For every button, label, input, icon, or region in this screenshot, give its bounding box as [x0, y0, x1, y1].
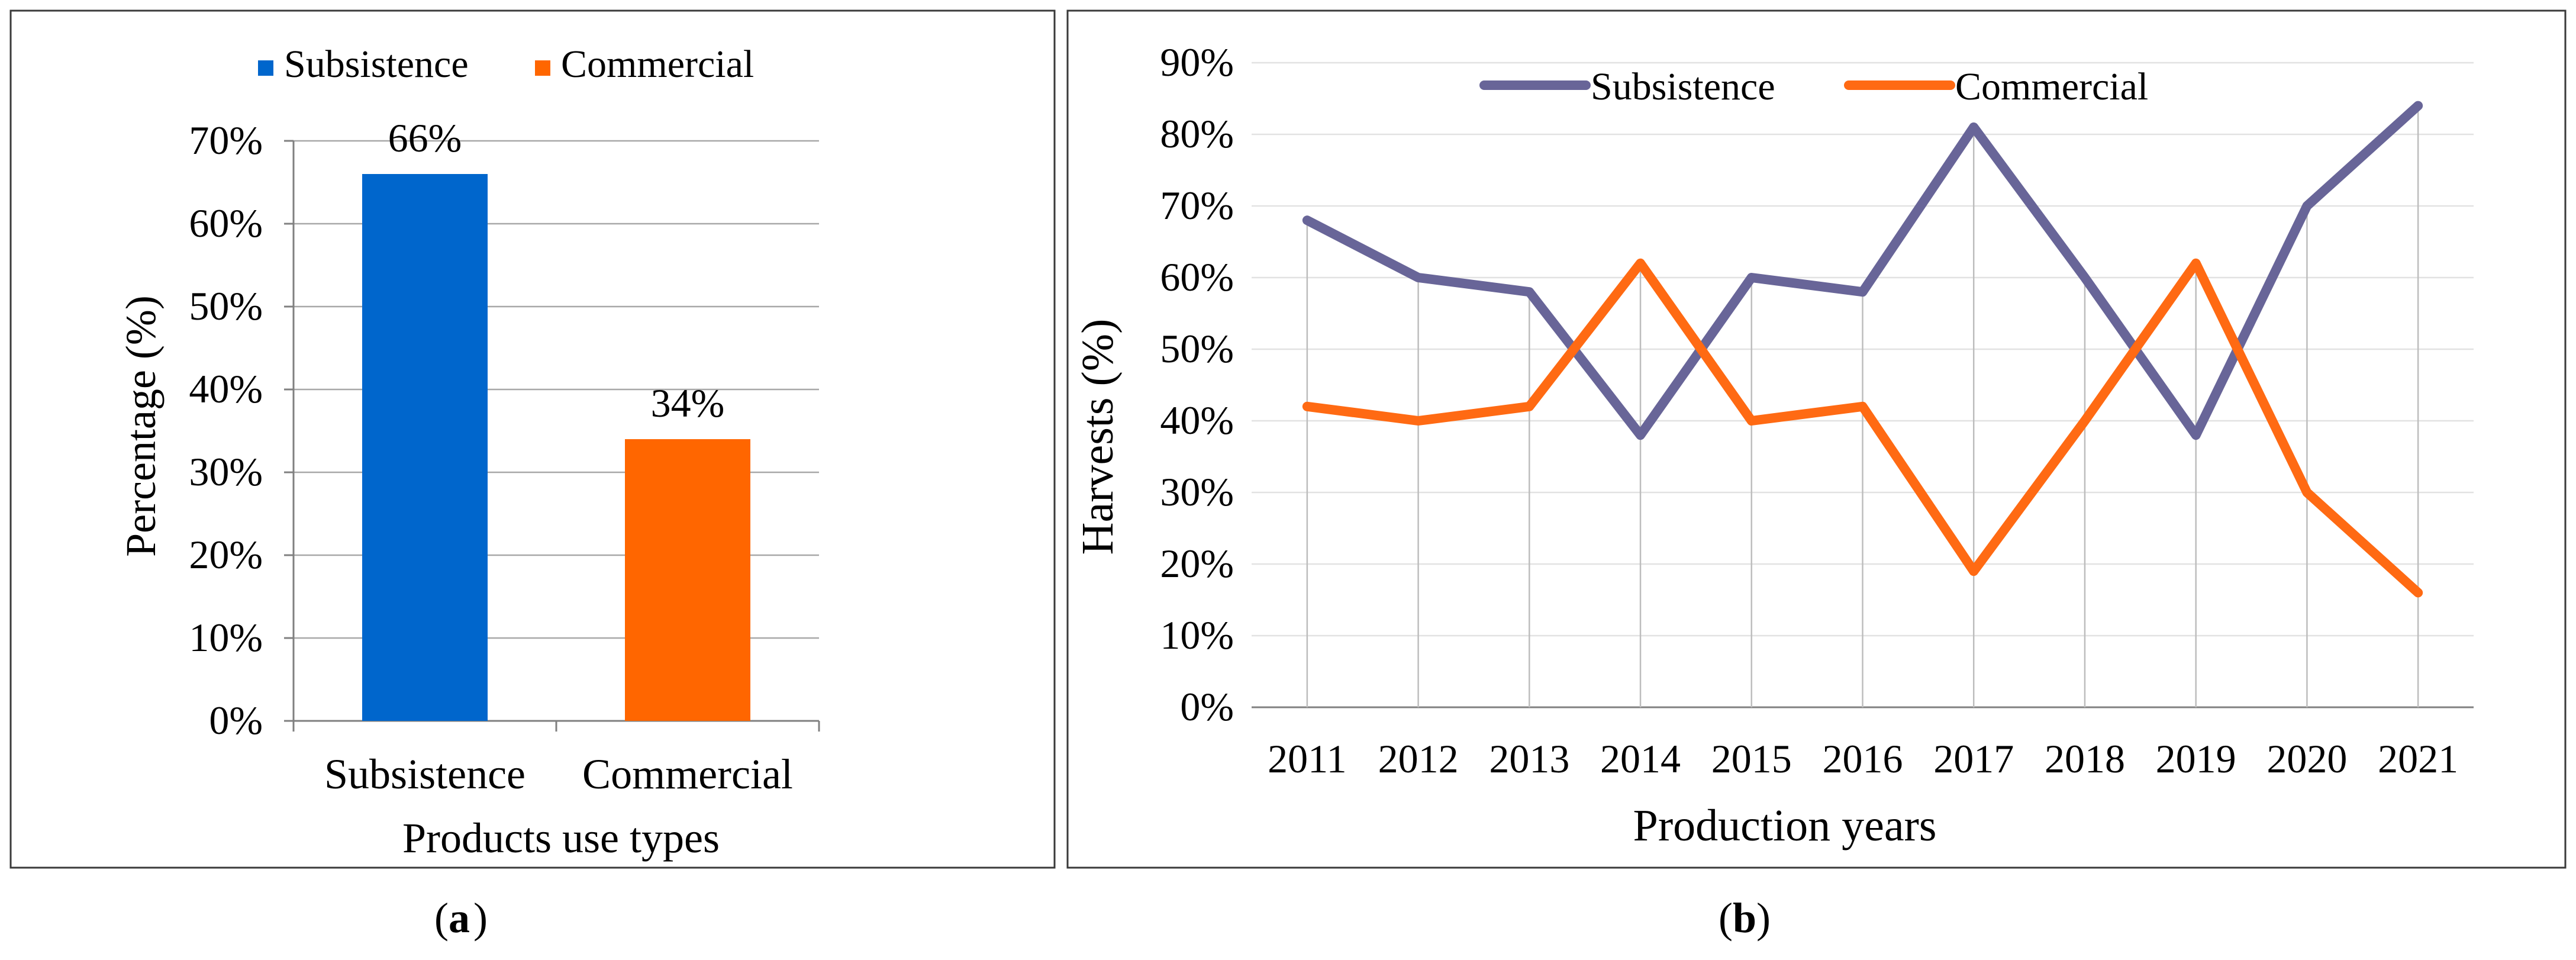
y-tick-label: 50% [189, 284, 263, 328]
x-tick-label: 2011 [1268, 736, 1346, 781]
panel-b-drop-lines [1306, 105, 2419, 707]
x-tick-label: Subsistence [324, 750, 525, 798]
y-tick-label: 0% [1180, 684, 1234, 729]
y-tick-label: 90% [1160, 40, 1234, 85]
y-tick-label: 60% [1160, 255, 1234, 299]
legend-label: Commercial [1955, 65, 2148, 108]
legend-label: Commercial [561, 43, 754, 86]
legend-label: Subsistence [1591, 65, 1775, 108]
panel-a-legend: Subsistence Commercial [258, 43, 754, 86]
y-tick-label: 60% [189, 201, 263, 246]
x-tick-label: 2012 [1378, 736, 1459, 781]
legend-label: Subsistence [284, 43, 469, 86]
y-tick-label: 40% [189, 366, 263, 411]
x-tick-label: 2017 [1933, 736, 2014, 781]
legend-swatch [535, 60, 550, 76]
series-line-subsistence [1302, 101, 2423, 440]
bar-subsistence [362, 174, 488, 721]
caption-a-close-paren: ) [473, 894, 488, 942]
panel-a-y-axis-label: Percentage (%) [117, 295, 165, 557]
panel-b-x-tick-labels: 2011 2012 2013 2014 2015 2016 2017 2018 2019 2020… [1268, 736, 2458, 781]
y-tick-label: 70% [1160, 183, 1234, 228]
x-tick-label: 2013 [1489, 736, 1569, 781]
x-tick-label: 2014 [1600, 736, 1681, 781]
caption-a-letter: a [449, 894, 470, 942]
y-tick-label: 50% [1160, 326, 1234, 371]
chart-panel-a: 0% 10% 20% 30% 40% 50% 60% 70% 66% 34% Subsisten… [9, 9, 1056, 869]
y-tick-label: 10% [1160, 613, 1234, 658]
caption-b-close-paren: ) [1756, 894, 1771, 942]
panel-a-bars [362, 174, 750, 721]
caption-b-open-paren: ( [1719, 894, 1733, 942]
panel-b-legend: Subsistence Commercial [1479, 65, 2148, 108]
panel-b-y-axis-label: Harvests (%) [1073, 319, 1123, 555]
y-tick-label: 20% [189, 532, 263, 577]
caption-a-open-paren: ( [434, 894, 449, 942]
x-tick-label: 2019 [2156, 736, 2236, 781]
panel-a-y-tick-labels: 0% 10% 20% 30% 40% 50% 60% 70% [189, 118, 263, 743]
y-tick-label: 10% [189, 615, 263, 660]
y-tick-label: 70% [189, 118, 263, 163]
data-label: 66% [388, 115, 462, 160]
caption-a: ( a ) [434, 894, 488, 942]
y-tick-label: 80% [1160, 111, 1234, 156]
y-tick-label: 20% [1160, 541, 1234, 586]
data-label: 34% [651, 381, 725, 426]
y-tick-label: 0% [209, 698, 263, 743]
panel-b-series-lines [1302, 101, 2423, 598]
caption-b: ( b ) [1719, 894, 1771, 942]
panel-a-x-tick-labels: Subsistence Commercial [324, 750, 793, 798]
y-tick-label: 40% [1160, 398, 1234, 443]
panel-a-frame [9, 9, 1056, 869]
panel-b-y-tick-labels: 0% 10% 20% 30% 40% 50% 60% 70% 80% 90% [1160, 40, 1234, 729]
panel-b-x-axis-label: Production years [1633, 801, 1937, 851]
x-tick-label: 2015 [1711, 736, 1792, 781]
chart-panel-b: 0%10%20%30%40%50%60%70%80%90% 2011 2012 20… [1066, 9, 2567, 869]
x-tick-label: 2020 [2267, 736, 2347, 781]
x-tick-label: 2021 [2378, 736, 2458, 781]
bar-commercial [625, 439, 750, 721]
y-tick-label: 30% [189, 449, 263, 494]
y-tick-label: 30% [1160, 469, 1234, 514]
x-tick-label: 2018 [2045, 736, 2125, 781]
x-tick-label: 2016 [1823, 736, 1903, 781]
panel-b-frame [1066, 9, 2567, 869]
legend-swatch [258, 60, 273, 76]
x-tick-label: Commercial [582, 750, 793, 798]
series-line-commercial [1302, 258, 2423, 598]
caption-b-letter: b [1733, 894, 1756, 942]
panel-a-x-axis-label: Products use types [402, 814, 720, 862]
panel-a-data-labels: 66% 34% [388, 115, 725, 426]
